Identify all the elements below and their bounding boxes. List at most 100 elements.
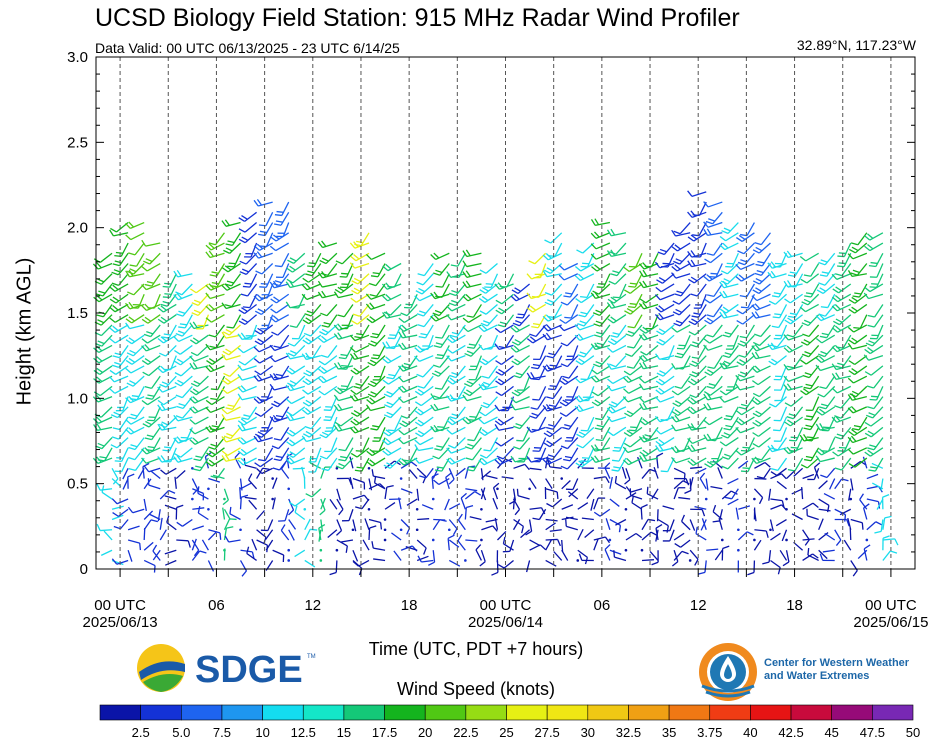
wind-barb: [417, 375, 434, 389]
wind-barb: [831, 344, 852, 353]
barb-flag: [355, 382, 363, 387]
barb-staff: [465, 539, 478, 542]
barb-staff: [727, 477, 739, 485]
barb-flag: [642, 361, 648, 369]
wind-barb: [576, 437, 595, 449]
barb-staff: [115, 365, 129, 375]
wind-barb: [545, 539, 553, 551]
barb-staff: [143, 510, 154, 520]
wind-barb: [238, 314, 258, 326]
barb-staff: [281, 252, 290, 267]
barb-staff: [841, 355, 852, 369]
wind-barb: [254, 457, 274, 468]
barb-flag: [623, 432, 631, 437]
barb-flag: [222, 331, 230, 336]
wind-barb: [770, 532, 781, 541]
barb-flag: [435, 295, 443, 298]
wind-barb: [531, 283, 547, 298]
barb-staff: [675, 426, 691, 432]
wind-barb: [416, 555, 429, 562]
wind-barb: [366, 457, 386, 467]
barb-flag: [853, 326, 861, 329]
barb-flag: [558, 325, 565, 332]
barb-staff: [675, 232, 691, 237]
barb-flag: [302, 389, 309, 395]
wind-barb: [690, 508, 706, 517]
wind-barb: [512, 314, 531, 327]
wind-barb: [141, 262, 161, 272]
wind-barb: [329, 560, 338, 576]
barb-flag: [735, 383, 741, 391]
wind-barb: [727, 477, 739, 485]
barb-staff: [790, 396, 804, 407]
barb-flag: [224, 304, 233, 308]
barb-flag: [305, 369, 313, 375]
wind-barb: [834, 518, 850, 527]
barb-staff: [423, 304, 434, 317]
barb-flag: [416, 373, 424, 378]
barb-staff: [272, 477, 278, 490]
barb-flag: [719, 236, 727, 242]
barb-staff: [517, 355, 530, 366]
barb-flag: [690, 426, 698, 430]
wind-barb: [676, 334, 691, 350]
wind-barb: [274, 406, 290, 421]
barb-flag: [462, 250, 468, 257]
wind-barb: [175, 324, 193, 337]
barb-flag: [576, 444, 584, 449]
barb-staff: [826, 263, 836, 277]
barb-staff: [244, 303, 257, 315]
barb-flag: [730, 490, 738, 495]
barb-flag: [674, 355, 682, 359]
barb-staff: [667, 457, 675, 472]
barb-staff: [856, 263, 868, 276]
barb-flag: [834, 405, 842, 409]
barb-flag: [848, 360, 856, 366]
barb-flag: [494, 459, 501, 465]
wind-barb: [435, 273, 450, 288]
barb-flag: [851, 306, 858, 312]
barb-flag: [786, 446, 793, 453]
barb-flag: [754, 241, 762, 246]
wind-barb: [466, 457, 482, 472]
barb-staff: [539, 345, 547, 360]
barb-staff: [730, 406, 739, 421]
barb-staff: [329, 499, 338, 510]
barb-flag: [109, 286, 116, 292]
barb-flag: [130, 413, 138, 417]
barb-flag: [382, 379, 389, 385]
barb-flag: [382, 450, 389, 456]
wind-barb: [303, 324, 322, 337]
barb-staff: [841, 457, 852, 471]
barb-staff: [197, 512, 209, 521]
barb-flag: [704, 319, 711, 325]
barb-flag: [449, 335, 456, 342]
calm-dot: [480, 538, 483, 542]
barb-flag: [547, 299, 554, 304]
wind-barb: [304, 528, 318, 541]
barb-staff: [500, 375, 514, 386]
barb-flag: [160, 455, 166, 462]
barb-flag: [510, 346, 517, 353]
barb-flag: [112, 284, 119, 291]
barb-flag: [240, 423, 246, 431]
wind-barb: [464, 504, 474, 520]
barb-flag: [655, 353, 661, 360]
barb-staff: [114, 303, 129, 313]
barb-flag: [157, 423, 163, 431]
barb-flag: [436, 445, 444, 448]
barb-flag: [301, 353, 307, 360]
barb-staff: [723, 314, 739, 319]
wind-barb: [656, 452, 664, 469]
barb-flag: [654, 294, 661, 301]
wind-barb: [495, 293, 514, 305]
barb-flag: [671, 265, 678, 272]
barb-flag: [112, 355, 120, 359]
wind-barb: [127, 473, 135, 489]
wind-barb: [323, 406, 338, 422]
barb-staff: [359, 304, 370, 317]
wind-barb: [832, 447, 852, 457]
barb-flag: [301, 293, 308, 300]
barb-flag: [595, 309, 603, 314]
wind-barb: [655, 437, 675, 447]
